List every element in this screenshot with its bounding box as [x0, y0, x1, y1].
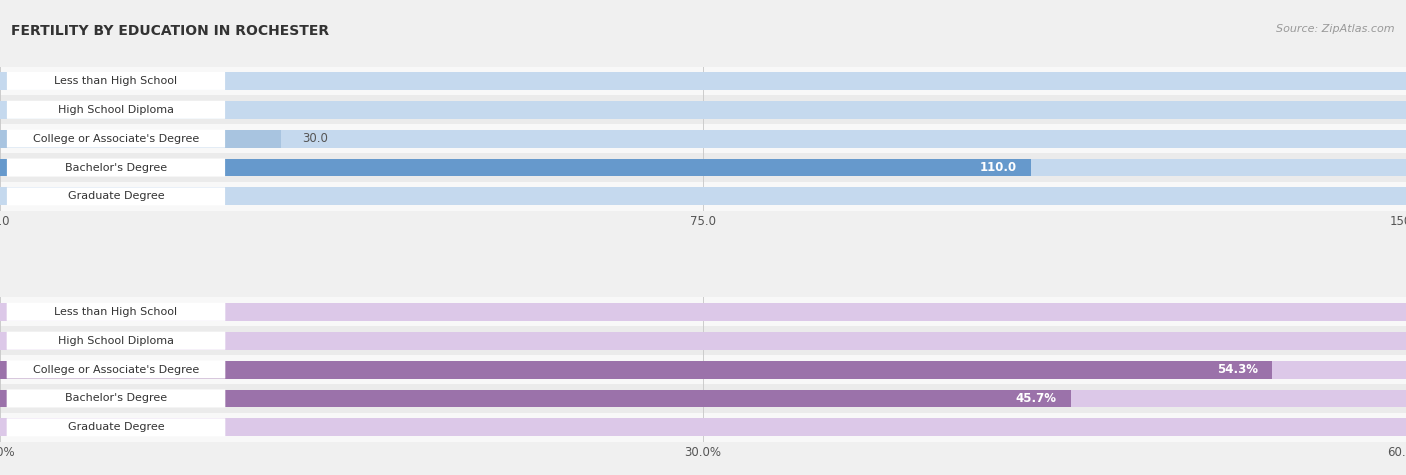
Bar — [0, 355, 1406, 384]
Text: 0.0: 0.0 — [21, 190, 39, 203]
Text: 0.0: 0.0 — [21, 75, 39, 87]
FancyBboxPatch shape — [7, 390, 225, 408]
Bar — [0, 159, 1406, 177]
Text: High School Diploma: High School Diploma — [58, 105, 174, 115]
FancyBboxPatch shape — [7, 187, 225, 205]
Text: 110.0: 110.0 — [980, 161, 1017, 174]
FancyBboxPatch shape — [7, 101, 225, 119]
Bar — [0, 182, 1406, 211]
Bar — [0, 332, 1406, 350]
Bar — [0, 101, 1406, 119]
Text: 45.7%: 45.7% — [1017, 392, 1057, 405]
Bar — [0, 188, 1406, 205]
Bar — [0, 361, 1272, 379]
FancyBboxPatch shape — [7, 72, 225, 90]
Bar — [0, 153, 1406, 182]
FancyBboxPatch shape — [7, 159, 225, 177]
Text: 0.0%: 0.0% — [21, 421, 51, 434]
Bar — [0, 66, 1406, 95]
FancyBboxPatch shape — [7, 130, 225, 148]
Text: College or Associate's Degree: College or Associate's Degree — [32, 133, 200, 143]
Bar — [0, 297, 1406, 326]
Text: Less than High School: Less than High School — [55, 307, 177, 317]
Text: 0.0%: 0.0% — [21, 305, 51, 318]
Bar — [0, 326, 1406, 355]
Bar — [0, 384, 1406, 413]
Bar — [0, 418, 1406, 436]
Text: Bachelor's Degree: Bachelor's Degree — [65, 162, 167, 172]
Bar — [0, 130, 281, 148]
Bar — [0, 95, 1406, 124]
Text: 0.0: 0.0 — [21, 103, 39, 116]
Text: Graduate Degree: Graduate Degree — [67, 191, 165, 201]
Bar — [0, 159, 1031, 177]
Text: FERTILITY BY EDUCATION IN ROCHESTER: FERTILITY BY EDUCATION IN ROCHESTER — [11, 24, 329, 38]
Bar — [0, 413, 1406, 442]
Text: College or Associate's Degree: College or Associate's Degree — [32, 365, 200, 375]
Text: Less than High School: Less than High School — [55, 76, 177, 86]
FancyBboxPatch shape — [7, 418, 225, 437]
Text: Source: ZipAtlas.com: Source: ZipAtlas.com — [1277, 24, 1395, 34]
Bar — [0, 303, 1406, 321]
Text: 54.3%: 54.3% — [1218, 363, 1258, 376]
Bar — [0, 390, 1406, 408]
Text: High School Diploma: High School Diploma — [58, 336, 174, 346]
Text: Graduate Degree: Graduate Degree — [67, 422, 165, 432]
FancyBboxPatch shape — [7, 361, 225, 379]
Bar — [0, 130, 1406, 148]
FancyBboxPatch shape — [7, 303, 225, 321]
Text: Bachelor's Degree: Bachelor's Degree — [65, 393, 167, 403]
Bar — [0, 361, 1406, 379]
FancyBboxPatch shape — [7, 332, 225, 350]
Bar — [0, 390, 1071, 408]
Text: 30.0: 30.0 — [302, 132, 328, 145]
Bar — [0, 124, 1406, 153]
Bar — [0, 72, 1406, 90]
Text: 0.0%: 0.0% — [21, 334, 51, 347]
